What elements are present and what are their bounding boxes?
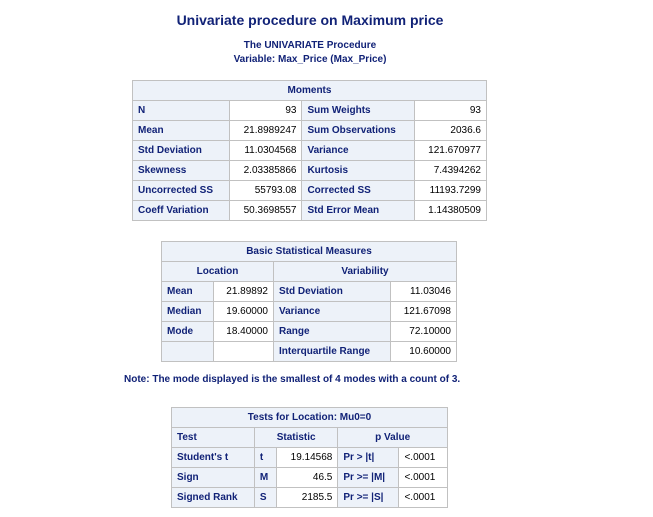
cell-value: <.0001: [398, 447, 448, 468]
basic-measures-table: Basic Statistical Measures Location Vari…: [161, 241, 458, 362]
cell-value: <.0001: [398, 467, 448, 488]
location-header: Location: [161, 261, 274, 282]
cell-value: 21.8989247: [229, 120, 303, 141]
cell-value: 93: [229, 100, 303, 121]
table-row: Mean 21.8989247 Sum Observations 2036.6: [131, 120, 488, 141]
cell-value: 2185.5: [276, 487, 339, 508]
cell-value: 72.10000: [389, 321, 457, 342]
row-label: Skewness: [131, 160, 231, 181]
row-label: Sum Weights: [301, 100, 415, 121]
row-label: [161, 341, 214, 362]
cell-value: 1.14380509: [413, 200, 488, 221]
cell-value: 11.0304568: [229, 140, 303, 161]
table-row: Uncorrected SS 55793.08 Corrected SS 111…: [131, 180, 488, 201]
test-header: Test: [171, 427, 255, 448]
pvalue-label: Pr >= |M|: [337, 467, 400, 488]
cell-value: 121.670977: [413, 140, 488, 161]
cell-value: 7.4394262: [413, 160, 488, 181]
row-label: Mean: [131, 120, 231, 141]
cell-value: 11.03046: [389, 281, 457, 302]
table-row: N 93 Sum Weights 93: [131, 100, 488, 121]
page-title: Univariate procedure on Maximum price: [176, 12, 444, 28]
cell-value: 93: [413, 100, 488, 121]
tests-caption: Tests for Location: Mu0=0: [171, 407, 448, 428]
row-label: Student's t: [171, 447, 255, 468]
table-row: Student's t t 19.14568 Pr > |t| <.0001: [171, 447, 448, 468]
row-label: Mode: [161, 321, 214, 342]
row-label: Std Error Mean: [301, 200, 415, 221]
cell-value: 19.14568: [276, 447, 339, 468]
basic-caption: Basic Statistical Measures: [161, 241, 457, 262]
row-label: Mean: [161, 281, 214, 302]
row-label: Corrected SS: [301, 180, 415, 201]
pvalue-header: p Value: [337, 427, 448, 448]
table-row: Sign M 46.5 Pr >= |M| <.0001: [171, 467, 448, 488]
moments-caption: Moments: [132, 80, 487, 101]
cell-value: 11193.7299: [413, 180, 488, 201]
stat-symbol: S: [253, 487, 278, 508]
stat-symbol: t: [253, 447, 278, 468]
cell-value: 21.89892: [212, 281, 274, 302]
table-row: Skewness 2.03385866 Kurtosis 7.4394262: [131, 160, 488, 181]
table-row: Mean 21.89892 Std Deviation 11.03046: [161, 281, 457, 302]
pvalue-label: Pr >= |S|: [337, 487, 400, 508]
row-label: Interquartile Range: [272, 341, 391, 362]
mode-note: Note: The mode displayed is the smallest…: [124, 374, 461, 385]
cell-value: <.0001: [398, 487, 448, 508]
row-label: Median: [161, 301, 214, 322]
row-label: Uncorrected SS: [131, 180, 231, 201]
row-label: Sign: [171, 467, 255, 488]
variability-header: Variability: [272, 261, 458, 282]
cell-value: 2.03385866: [229, 160, 303, 181]
row-label: Coeff Variation: [131, 200, 231, 221]
procedure-title: The UNIVARIATE Procedure: [243, 40, 377, 51]
cell-value: 10.60000: [389, 341, 457, 362]
cell-value: 46.5: [276, 467, 339, 488]
row-label: Std Deviation: [131, 140, 231, 161]
row-label: Variance: [272, 301, 391, 322]
row-label: N: [131, 100, 231, 121]
cell-value: [212, 341, 274, 362]
table-row: Std Deviation 11.0304568 Variance 121.67…: [131, 140, 488, 161]
tests-location-table: Tests for Location: Mu0=0 Test Statistic…: [171, 407, 448, 508]
cell-value: 19.60000: [212, 301, 274, 322]
row-label: Range: [272, 321, 391, 342]
variable-label: Variable: Max_Price (Max_Price): [233, 54, 387, 65]
cell-value: 121.67098: [389, 301, 457, 322]
table-row: Mode 18.40000 Range 72.10000: [161, 321, 457, 342]
pvalue-label: Pr > |t|: [337, 447, 400, 468]
table-row: Coeff Variation 50.3698557 Std Error Mea…: [131, 200, 488, 221]
moments-table: Moments N 93 Sum Weights 93 Mean 21.8989…: [131, 80, 488, 221]
cell-value: 18.40000: [212, 321, 274, 342]
table-row: Signed Rank S 2185.5 Pr >= |S| <.0001: [171, 487, 448, 508]
row-label: Signed Rank: [171, 487, 255, 508]
cell-value: 2036.6: [413, 120, 488, 141]
statistic-header: Statistic: [253, 427, 339, 448]
row-label: Kurtosis: [301, 160, 415, 181]
cell-value: 55793.08: [229, 180, 303, 201]
row-label: Std Deviation: [272, 281, 391, 302]
row-label: Sum Observations: [301, 120, 415, 141]
cell-value: 50.3698557: [229, 200, 303, 221]
table-row: Interquartile Range 10.60000: [161, 341, 457, 362]
stat-symbol: M: [253, 467, 278, 488]
row-label: Variance: [301, 140, 415, 161]
table-row: Median 19.60000 Variance 121.67098: [161, 301, 457, 322]
